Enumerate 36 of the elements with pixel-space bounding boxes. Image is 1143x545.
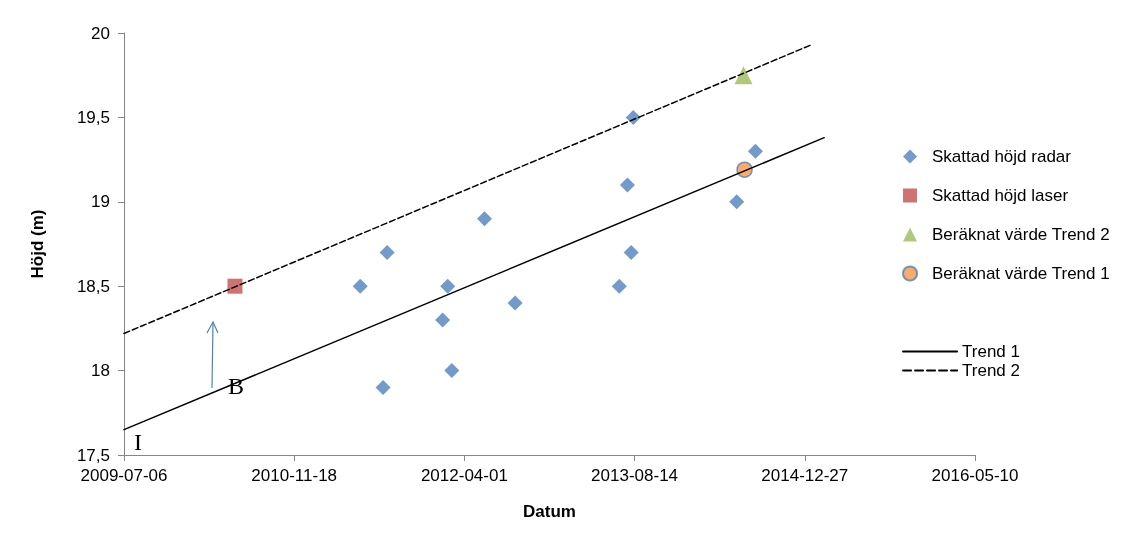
point [611, 278, 627, 294]
y-tick-label: 17,5 [76, 445, 110, 465]
point [619, 177, 635, 193]
point [476, 211, 492, 227]
legend-label: Beräknat värde Trend 2 [932, 225, 1110, 244]
x-tick-label: 2013-08-14 [591, 466, 679, 485]
legend-label: Skattad höjd laser [932, 186, 1069, 205]
annotation: I [134, 429, 142, 455]
legend-label: Trend 2 [962, 361, 1021, 380]
y-tick-label: 18 [91, 361, 110, 381]
x-tick-label: 2010-11-18 [251, 466, 338, 485]
y-tick-label: 18,5 [76, 276, 110, 296]
legend-label: Beräknat värde Trend 1 [932, 264, 1110, 283]
point [623, 244, 639, 260]
x-tick-label: 2009-07-06 [80, 466, 168, 485]
point [379, 244, 395, 260]
point [444, 363, 460, 379]
point [440, 278, 456, 294]
y-tick-label: 19 [91, 192, 110, 212]
legend-label: Trend 1 [962, 342, 1021, 361]
y-tick-label: 20 [91, 23, 110, 43]
x-tick-label: 2014-12-27 [761, 466, 849, 485]
point [375, 379, 391, 395]
point [507, 295, 523, 311]
x-tick-label: 2016-05-10 [931, 466, 1019, 485]
point [747, 143, 763, 159]
x-tick-label: 2012-04-01 [420, 466, 508, 485]
legend-label: Skattad höjd radar [932, 147, 1072, 166]
x-axis-title: Datum [523, 502, 576, 521]
point [227, 278, 243, 294]
y-tick-label: 19,5 [76, 107, 110, 127]
point [435, 312, 451, 328]
point [734, 66, 753, 85]
point [352, 278, 368, 294]
point [729, 194, 745, 210]
y-axis-title: Höjd (m) [28, 209, 47, 279]
